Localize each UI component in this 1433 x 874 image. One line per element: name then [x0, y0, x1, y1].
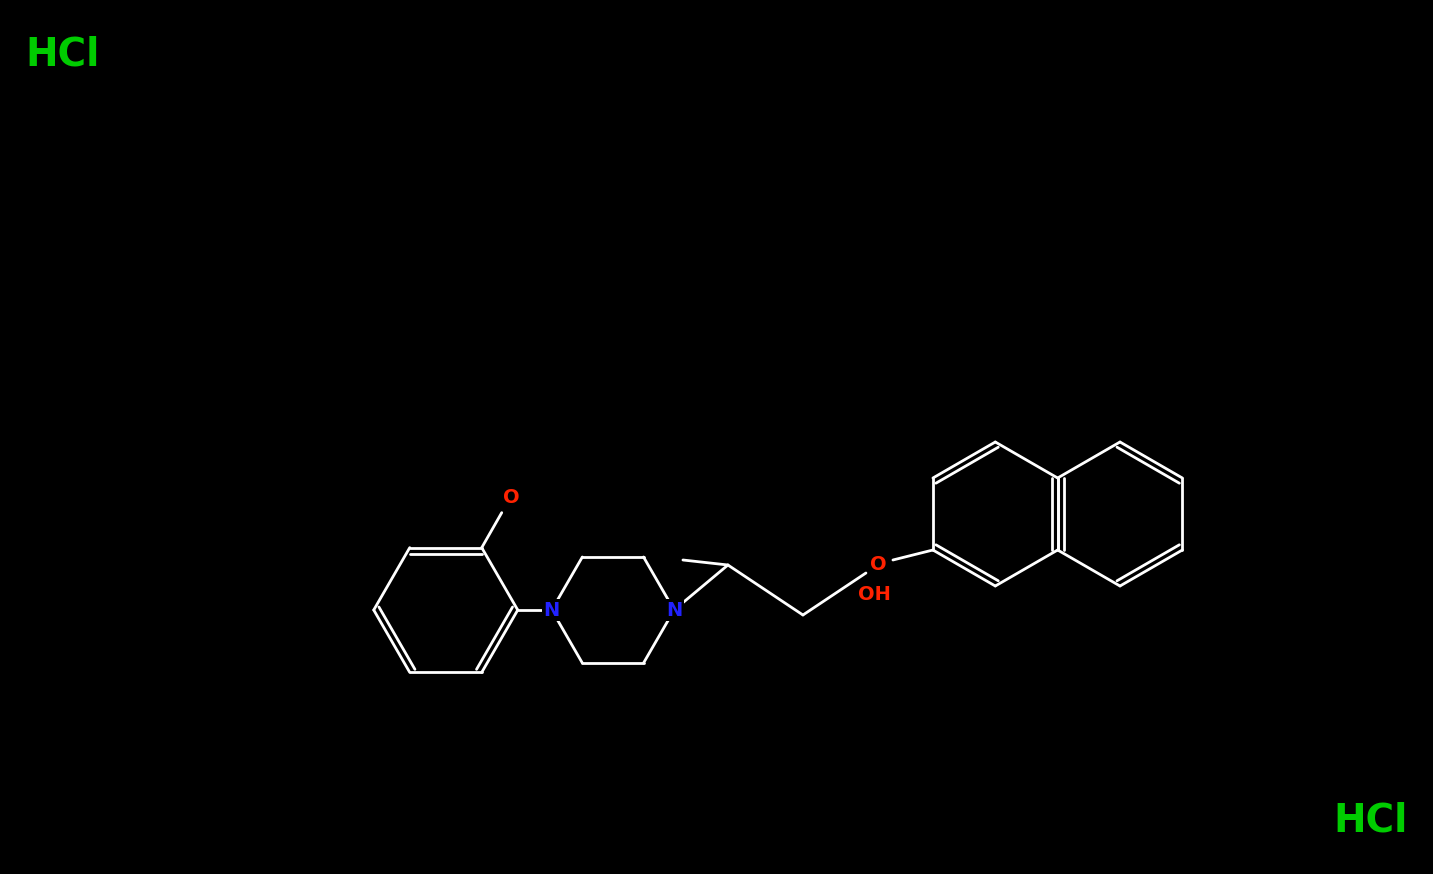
- Text: O: O: [503, 489, 520, 507]
- Text: N: N: [543, 600, 560, 620]
- Text: N: N: [666, 600, 682, 620]
- Text: OH: OH: [858, 586, 891, 605]
- Text: HCl: HCl: [24, 35, 99, 73]
- Text: HCl: HCl: [1334, 801, 1409, 839]
- Text: O: O: [870, 556, 886, 574]
